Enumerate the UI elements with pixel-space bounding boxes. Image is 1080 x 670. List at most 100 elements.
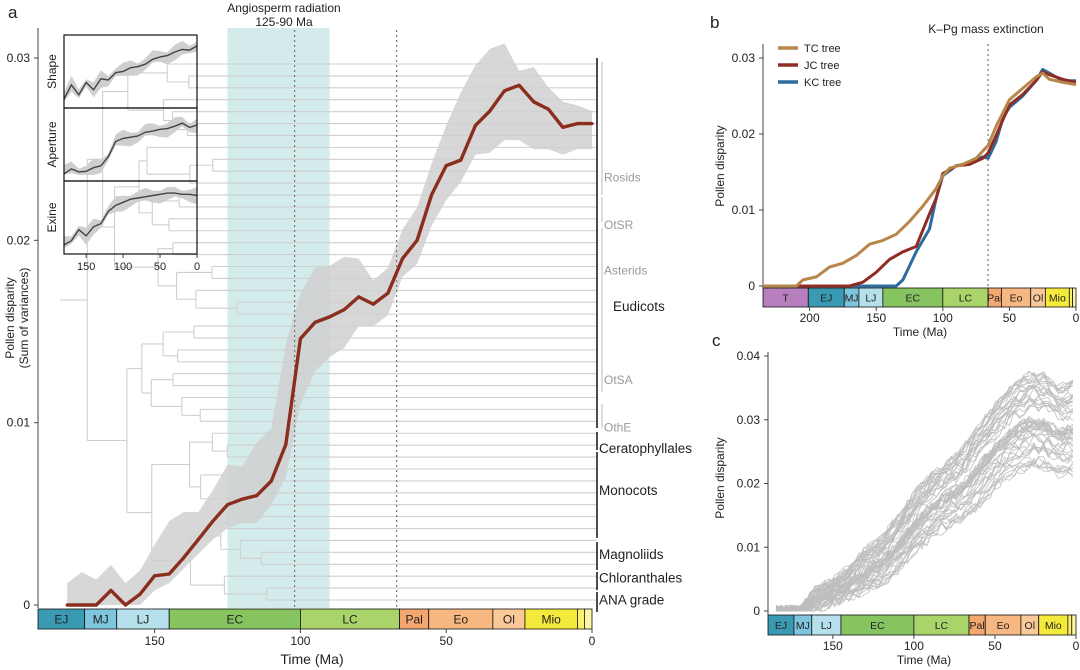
legend: TC tree JC tree KC tree: [778, 43, 841, 89]
simulation-line: [776, 385, 1074, 612]
data-point: [109, 588, 113, 593]
inset-row-label: Aperture: [45, 121, 59, 167]
y-tick-label: 0.03: [7, 51, 31, 65]
y-tick-label: 0.02: [7, 233, 31, 247]
event-lines: [293, 30, 398, 608]
simulation-line: [775, 429, 1074, 612]
x-tick-label: 0: [589, 634, 596, 648]
data-point: [590, 122, 594, 126]
b-x-tick-label: 50: [1003, 311, 1017, 325]
data-point: [269, 479, 273, 483]
series-line-kc-tree: [763, 67, 1076, 288]
data-point: [546, 107, 550, 111]
c-period-label: LC: [935, 620, 949, 632]
data-point: [459, 158, 463, 162]
simulation-line: [775, 385, 1073, 612]
inset-frame: [63, 180, 198, 255]
b-period-label: MJ: [845, 292, 859, 304]
y-axis-label-line2: (Sum of variances): [17, 268, 31, 369]
c-y-axis-label: Pollen disparity: [713, 437, 727, 518]
clade-label: OthE: [604, 420, 631, 434]
data-point: [94, 603, 98, 607]
inset-line: [63, 192, 198, 246]
data-point: [80, 603, 84, 607]
series-line-jc-tree: [763, 70, 1077, 288]
inset-band: [64, 187, 197, 248]
clade-label: ANA grade: [599, 593, 664, 608]
legend-label: TC tree: [804, 43, 841, 55]
data-point: [342, 308, 346, 312]
data-point: [123, 603, 128, 607]
a-period-label: LJ: [137, 612, 150, 626]
kpg-label: K–Pg mass extinction: [928, 22, 1043, 36]
clade-label: Rosids: [604, 171, 641, 185]
data-point: [255, 494, 259, 498]
c-period-label: Ol: [1025, 620, 1036, 632]
simulation-lines: [775, 370, 1074, 612]
c-x-tick-label: 150: [823, 639, 843, 653]
c-period-label: Pal: [970, 620, 985, 632]
b-period-label: LJ: [865, 292, 876, 304]
data-point: [371, 302, 375, 306]
clade-label: Monocots: [599, 483, 658, 498]
a-period-label: Pal: [405, 612, 422, 626]
data-point: [400, 256, 405, 261]
data-point: [240, 497, 244, 501]
inset-row-label: Exine: [45, 202, 59, 232]
simulation-line: [776, 423, 1073, 612]
b-x-axis-label: Time (Ma): [893, 325, 947, 339]
simulation-line: [775, 373, 1074, 612]
c-period-label: EJ: [775, 620, 787, 632]
c-period-label: Mio: [1045, 620, 1062, 632]
data-point: [153, 574, 157, 578]
data-point: [298, 337, 303, 341]
b-period-label: Pal: [987, 292, 1002, 304]
panel-b: K–Pg mass extinction 0 0.01 0.02 0.03 TC tr…: [713, 22, 1080, 339]
clade-label: OtSR: [604, 218, 634, 232]
b-y-axis-label: Pollen disparity: [713, 125, 727, 206]
a-period-label: EJ: [54, 612, 68, 626]
simulation-line: [775, 386, 1074, 612]
data-point: [196, 537, 200, 541]
data-point: [357, 295, 361, 299]
radiation-subtitle: 125-90 Ma: [255, 15, 313, 29]
clade-label: Magnoliids: [599, 547, 664, 562]
a-period-10: [584, 608, 593, 630]
simulation-line: [775, 375, 1074, 612]
b-period-11: [1072, 287, 1077, 308]
b-y-tick-label: 0.01: [732, 203, 756, 217]
b-x-tick-label: 0: [1073, 311, 1080, 325]
x-tick-label: 50: [440, 634, 454, 648]
data-point: [415, 238, 419, 242]
y-tick-label: 0.01: [7, 416, 31, 430]
a-period-label: Mio: [542, 612, 562, 626]
data-point: [167, 572, 171, 576]
simulation-line: [775, 461, 1074, 612]
panel-label-b: b: [710, 13, 719, 32]
clade-label: Chloranthales: [599, 571, 683, 586]
data-point: [488, 109, 492, 113]
clade-label: OtSA: [604, 373, 633, 387]
data-point: [284, 442, 288, 447]
simulation-line: [776, 394, 1074, 612]
radiation-title: Angiosperm radiation: [227, 1, 340, 15]
data-point: [182, 555, 186, 560]
data-point: [327, 315, 332, 319]
c-x-tick-label: 50: [988, 639, 1002, 653]
b-x-tick-label: 200: [800, 311, 820, 325]
data-point: [575, 122, 580, 126]
a-period-label: Eo: [453, 612, 468, 626]
c-period-label: LJ: [821, 620, 832, 632]
x-axis-label: Time (Ma): [280, 651, 343, 667]
inset-x-tick-label: 0: [194, 261, 200, 273]
x-tick-label: 100: [290, 634, 310, 648]
simulation-line: [775, 459, 1074, 612]
inset-line: [63, 45, 198, 100]
inset-x-tick-label: 150: [77, 261, 95, 273]
data-point: [473, 123, 477, 128]
b-period-label: LC: [959, 292, 973, 304]
b-period-label: Eo: [1010, 292, 1023, 304]
data-point: [561, 125, 565, 129]
inset-row-label: Shape: [45, 54, 59, 89]
